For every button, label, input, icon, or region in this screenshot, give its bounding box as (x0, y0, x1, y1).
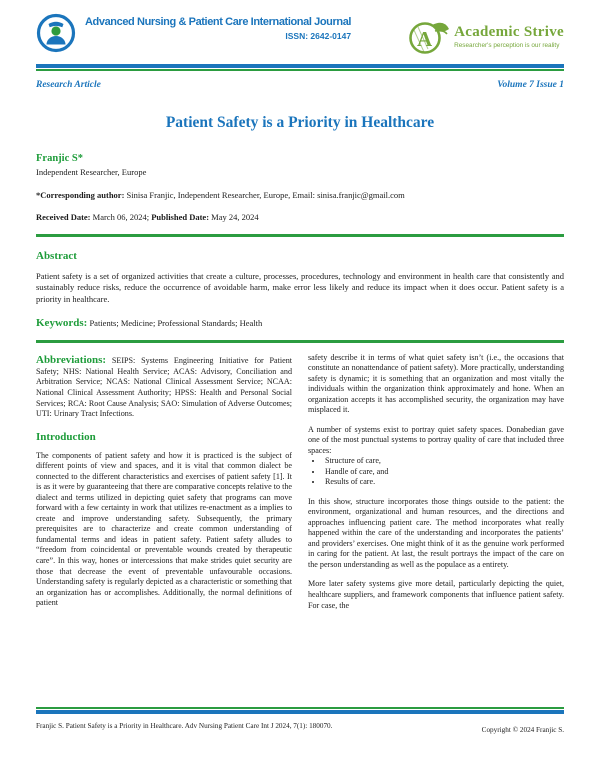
journal-issn: ISSN: 2642-0147 (285, 31, 352, 41)
article-page: Advanced Nursing & Patient Care Internat… (0, 0, 600, 690)
care-domains-list: Structure of care, Handle of care, and R… (308, 456, 564, 488)
article-meta-row: Research Article Volume 7 Issue 1 (36, 80, 564, 90)
publisher-brand: A Academic Strive Researcher's perceptio… (405, 15, 564, 57)
introduction-heading: Introduction (36, 430, 96, 443)
introduction-paragraph: The components of patient safety and how… (36, 450, 292, 608)
right-column: safety describe it in terms of what quie… (308, 353, 564, 690)
body-paragraph: In this show, structure incorporates tho… (308, 496, 564, 569)
left-column: Abbreviations: SEIPS: Systems Engineerin… (36, 353, 292, 690)
body-paragraph: safety describe it in terms of what quie… (308, 352, 564, 415)
abstract-heading: Abstract (36, 249, 77, 262)
header-divider (36, 64, 564, 71)
article-type: Research Article (36, 80, 101, 90)
list-item: Structure of care, (323, 456, 564, 467)
nurse-logo-icon (36, 13, 76, 53)
article-body-columns: Abbreviations: SEIPS: Systems Engineerin… (36, 353, 564, 690)
abstract-top-divider (36, 234, 564, 237)
abbreviations-text: SEIPS: Systems Engineering Initiative fo… (36, 355, 292, 419)
footer-copyright: Copyright © 2024 Franjic S. (481, 726, 564, 734)
page-footer: Franjic S. Patient Safety is a Priority … (36, 707, 564, 734)
received-date-value: March 06, 2024; (90, 212, 152, 222)
list-item: Results of care. (323, 477, 564, 488)
published-date-label: Published Date: (151, 212, 210, 222)
abstract-text: Patient safety is a set of organized act… (36, 270, 564, 305)
page-title: Patient Safety is a Priority in Healthca… (165, 114, 435, 131)
body-paragraph: More later safety systems give more deta… (308, 579, 564, 610)
academic-strive-logo-icon: A (405, 15, 451, 57)
journal-name: Advanced Nursing & Patient Care Internat… (85, 16, 352, 28)
publisher-tagline: Researcher's perception is our reality (454, 41, 560, 49)
corresponding-author-text[interactable]: Sinisa Franjic, Independent Researcher, … (124, 190, 405, 200)
body-paragraph: A number of systems exist to portray qui… (308, 424, 564, 455)
list-item: Handle of care, and (323, 467, 564, 478)
publisher-name: Academic Strive (454, 23, 564, 40)
corresponding-author-label: *Corresponding author: (36, 190, 125, 200)
abstract-bottom-divider (36, 340, 564, 343)
journal-title-block: Advanced Nursing & Patient Care Internat… (85, 16, 351, 41)
footer-citation: Franjic S. Patient Safety is a Priority … (36, 722, 333, 730)
author-affiliation: Independent Researcher, Europe (36, 167, 147, 177)
journal-header: Advanced Nursing & Patient Care Internat… (36, 13, 564, 57)
abbreviations-label: Abbreviations: (36, 353, 107, 366)
keywords-label: Keywords: (36, 317, 88, 330)
author-name: Franjic S* (36, 153, 83, 164)
footer-divider (36, 707, 564, 714)
keywords-text: Patients; Medicine; Professional Standar… (87, 318, 263, 329)
keywords-line: Keywords: Patients; Medicine; Profession… (36, 317, 564, 329)
volume-issue: Volume 7 Issue 1 (497, 80, 564, 90)
corresponding-author-line: *Corresponding author: Sinisa Franjic, I… (36, 190, 564, 200)
dates-line: Received Date: March 06, 2024; Published… (36, 212, 564, 222)
abbreviations-paragraph: Abbreviations: SEIPS: Systems Engineerin… (36, 353, 292, 420)
received-date-label: Received Date: (36, 212, 91, 222)
publisher-text: Academic Strive Researcher's perception … (454, 24, 564, 49)
published-date-value: May 24, 2024 (209, 212, 259, 222)
